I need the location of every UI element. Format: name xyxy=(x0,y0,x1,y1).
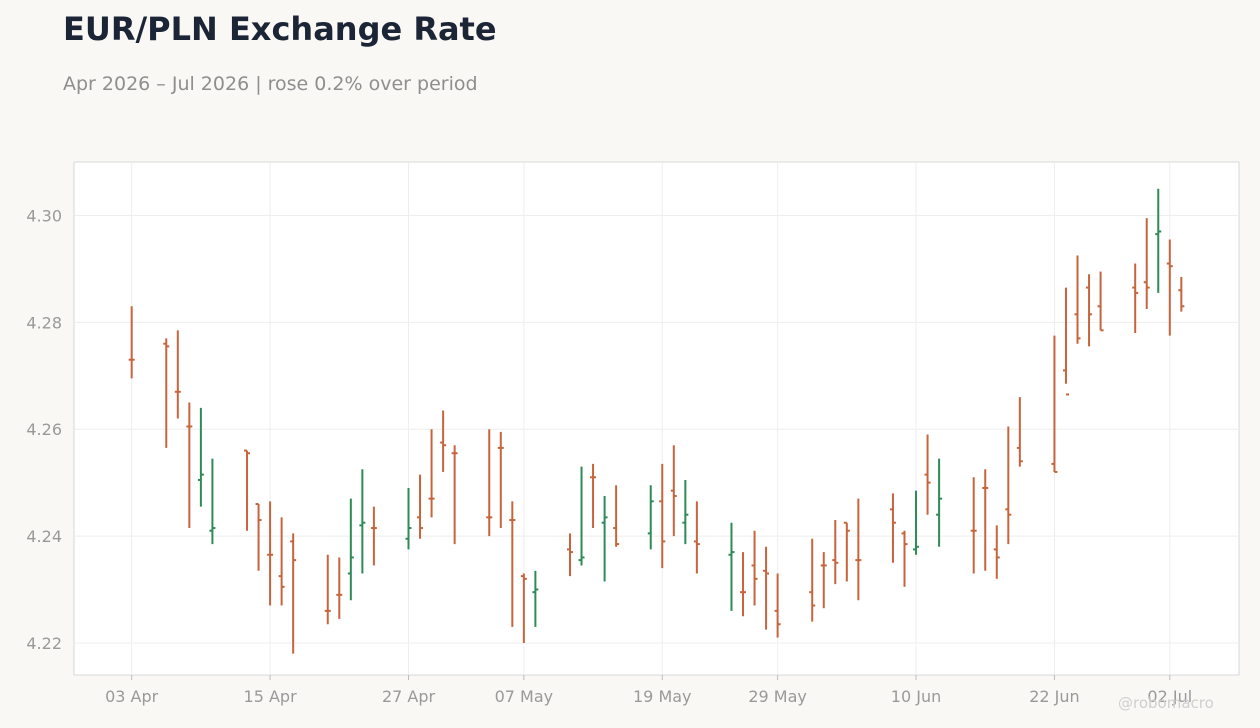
ohlc-bar xyxy=(601,495,608,582)
ohlc-bar xyxy=(532,570,539,627)
ohlc-bar xyxy=(1166,239,1173,336)
ohlc-bar xyxy=(993,525,1000,579)
ohlc-bars xyxy=(128,188,1185,654)
ohlc-bar xyxy=(809,538,816,622)
ohlc-bar xyxy=(820,552,827,609)
ohlc-bar xyxy=(1155,188,1162,293)
ohlc-bar xyxy=(1016,397,1023,467)
ohlc-bar xyxy=(1051,335,1058,473)
plot-area xyxy=(73,161,1240,676)
watermark: @robomacro xyxy=(1118,694,1214,712)
chart-subtitle: Apr 2026 – Jul 2026 | rose 0.2% over per… xyxy=(63,73,478,95)
ohlc-bar xyxy=(670,445,677,537)
ohlc-bar xyxy=(278,517,285,606)
ohlc-bar xyxy=(520,573,527,643)
ohlc-bar xyxy=(128,306,135,379)
y-tick-label: 4.28 xyxy=(26,313,62,332)
ohlc-bar xyxy=(1074,255,1081,344)
ohlc-bar xyxy=(163,338,170,448)
ohlc-bar xyxy=(774,573,781,638)
ohlc-bar xyxy=(924,434,931,515)
x-tick-label: 29 May xyxy=(748,687,807,706)
x-tick-label: 15 Apr xyxy=(244,687,298,706)
ohlc-bar xyxy=(186,402,193,529)
ohlc-bar xyxy=(417,474,424,539)
ohlc-bar xyxy=(197,407,204,507)
ohlc-bar xyxy=(428,429,435,518)
ohlc-bar xyxy=(1132,263,1139,333)
ohlc-bar xyxy=(936,458,943,547)
ohlc-bar xyxy=(244,449,251,531)
ohlc-bar xyxy=(728,522,735,611)
ohlc-bar xyxy=(290,533,297,654)
ohlc-bar xyxy=(1062,287,1069,396)
x-tick-label: 02 Jul xyxy=(1147,687,1192,706)
ohlc-bar xyxy=(566,533,573,577)
ohlc-bar xyxy=(982,469,989,571)
y-tick-label: 4.24 xyxy=(26,527,62,546)
ohlc-bar xyxy=(578,466,585,566)
ohlc-bar xyxy=(855,498,862,601)
x-tick-label: 19 May xyxy=(633,687,692,706)
y-tick-label: 4.30 xyxy=(26,206,62,225)
ohlc-bar xyxy=(751,530,758,606)
ohlc-bar xyxy=(486,429,493,537)
ohlc-bar xyxy=(647,485,654,550)
ohlc-bar xyxy=(405,487,412,550)
ohlc-bar xyxy=(359,469,366,574)
ohlc-bar xyxy=(174,330,181,419)
ohlc-bar xyxy=(347,498,354,601)
x-tick-label: 27 Apr xyxy=(382,687,436,706)
y-tick-label: 4.22 xyxy=(26,634,62,653)
ohlc-bar xyxy=(590,463,597,529)
ohlc-bar xyxy=(370,506,377,566)
y-tick-label: 4.26 xyxy=(26,420,62,439)
ohlc-bar xyxy=(267,501,274,606)
x-tick-label: 07 May xyxy=(495,687,554,706)
ohlc-bar xyxy=(763,546,770,630)
ohlc-bar xyxy=(324,554,331,625)
ohlc-bar xyxy=(970,477,977,574)
ohlc-bar xyxy=(832,520,839,585)
x-tick-label: 03 Apr xyxy=(105,687,159,706)
ohlc-bar xyxy=(613,485,620,547)
y-axis: 4.22 4.24 4.26 4.28 4.30 xyxy=(26,206,62,653)
ohlc-bar xyxy=(682,479,689,545)
ohlc-bar xyxy=(740,552,747,617)
ohlc-bar xyxy=(901,530,908,587)
x-tick-label: 22 Jun xyxy=(1029,687,1079,706)
ohlc-bar xyxy=(209,458,216,545)
ohlc-bar xyxy=(889,493,896,563)
chart-title: EUR/PLN Exchange Rate xyxy=(63,10,497,48)
ohlc-bar xyxy=(693,501,700,574)
ohlc-bar xyxy=(497,431,504,529)
ohlc-bar xyxy=(1086,274,1093,347)
x-tick-label: 10 Jun xyxy=(891,687,941,706)
ohlc-bar xyxy=(509,501,516,627)
ohlc-bar xyxy=(440,410,447,472)
x-axis: 03 Apr 15 Apr 27 Apr 07 May 19 May 29 May 10 J… xyxy=(105,675,1192,706)
ohlc-bar xyxy=(1178,276,1185,312)
ohlc-bar xyxy=(1005,426,1012,545)
ohlc-bar xyxy=(255,503,262,571)
ohlc-bar xyxy=(659,463,666,569)
ohlc-bar xyxy=(1143,218,1150,309)
ohlc-bar xyxy=(336,557,343,619)
ohlc-bar xyxy=(843,521,850,582)
ohlc-bar xyxy=(913,490,920,555)
ohlc-bar xyxy=(1097,271,1104,332)
ohlc-bar xyxy=(451,445,458,545)
